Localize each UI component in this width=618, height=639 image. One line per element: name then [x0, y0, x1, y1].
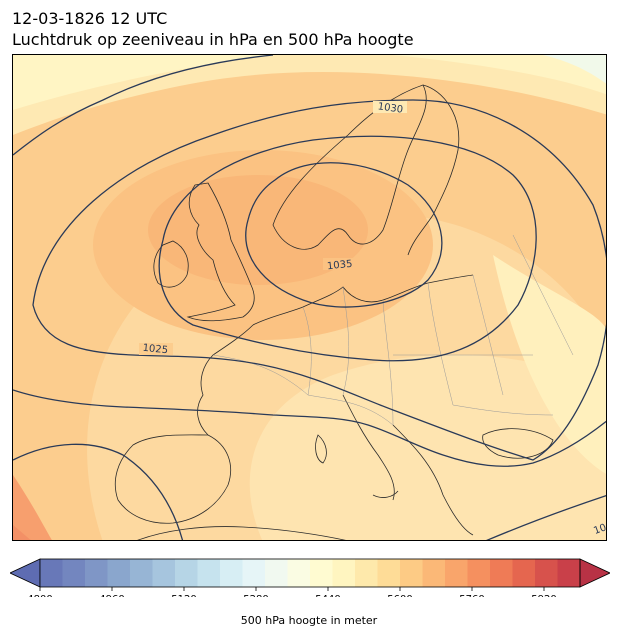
colorbar-tick-label: 5600 — [387, 594, 412, 597]
isobars — [13, 55, 606, 540]
label-bg-1035 — [323, 258, 357, 270]
isobar-southwest — [13, 443, 184, 540]
country-borders — [212, 234, 574, 426]
height-band-north — [13, 55, 606, 135]
colorbar-tick-label: 5440 — [315, 594, 340, 597]
map-title: Luchtdruk op zeeniveau in hPa en 500 hPa… — [12, 30, 414, 49]
colorbar-swatch — [62, 559, 86, 587]
colorbar-tick-label: 5120 — [171, 594, 196, 597]
colorbar-swatch — [107, 559, 131, 587]
colorbar-extend-high — [579, 558, 610, 588]
colorbar-swatch — [400, 559, 423, 587]
colorbar-swatch — [175, 559, 198, 587]
map-canvas: 1035 1030 1025 10 — [13, 55, 607, 540]
colorbar-tick-label: 5760 — [459, 594, 484, 597]
height-band-east — [493, 255, 606, 474]
height-band-southwest — [13, 475, 52, 540]
colorbar-swatch — [332, 559, 356, 587]
isobar-1035 — [245, 162, 443, 308]
height-band-southeast — [249, 354, 606, 540]
label-bg-1030 — [373, 101, 407, 113]
isobar-labels: 1035 1030 1025 10 — [139, 101, 607, 537]
isobar-southeast — [486, 494, 606, 540]
isobar-label-edge: 10 — [592, 522, 607, 537]
colorbar-swatches — [10, 558, 610, 588]
isobar-label-1030: 1030 — [377, 101, 404, 115]
isobar-south — [13, 389, 606, 467]
colorbar-swatch — [152, 559, 176, 587]
map-time-title: 12-03-1826 12 UTC — [12, 9, 168, 28]
colorbar-swatch — [445, 559, 468, 587]
colorbar-swatch — [242, 559, 266, 587]
isobar-1025 — [32, 99, 606, 461]
colorbar-tick-label: 4960 — [99, 594, 124, 597]
colorbar-swatch — [197, 559, 221, 587]
colorbar-tick-label: 4800 — [27, 594, 52, 597]
colorbar-frame — [39, 558, 581, 588]
colorbar-swatch — [310, 559, 333, 587]
isobar-north — [13, 55, 274, 156]
isobar-1030 — [158, 135, 537, 362]
colorbar-ticks: 4800 4960 5120 5280 5440 5600 5760 5920 — [27, 587, 557, 597]
colorbar-swatch — [220, 559, 243, 587]
colorbar-swatch — [557, 559, 581, 587]
colorbar-tick-label: 5280 — [243, 594, 268, 597]
colorbar-swatch — [512, 559, 536, 587]
colorbar-swatch — [377, 559, 401, 587]
colorbar-swatch — [40, 559, 63, 587]
colorbar-swatch — [85, 559, 108, 587]
colorbar-swatch — [535, 559, 558, 587]
height-band-northwest — [13, 55, 273, 110]
height-band-far-ne — [543, 55, 606, 84]
colorbar-extend-low — [10, 558, 41, 588]
isobar-label-1025: 1025 — [142, 343, 168, 357]
colorbar-swatch — [355, 559, 378, 587]
colorbar-swatch — [490, 559, 513, 587]
height-band-ridge-core — [148, 175, 368, 285]
label-bg-1025 — [139, 343, 173, 355]
colorbar-swatch — [422, 559, 446, 587]
height-band-northeast — [393, 55, 606, 95]
colorbar-tick-label: 5920 — [531, 594, 556, 597]
colorbar-swatch — [467, 559, 491, 587]
colorbar: 4800 4960 5120 5280 5440 5600 5760 5920 — [10, 558, 610, 597]
isobar-label-1035: 1035 — [327, 259, 353, 273]
colorbar-swatch — [265, 559, 288, 587]
colorbar-swatch — [130, 559, 153, 587]
colorbar-label: 500 hPa hoogte in meter — [240, 614, 378, 627]
colorbar-swatch — [287, 559, 311, 587]
pressure-map: 1035 1030 1025 10 — [12, 54, 607, 541]
